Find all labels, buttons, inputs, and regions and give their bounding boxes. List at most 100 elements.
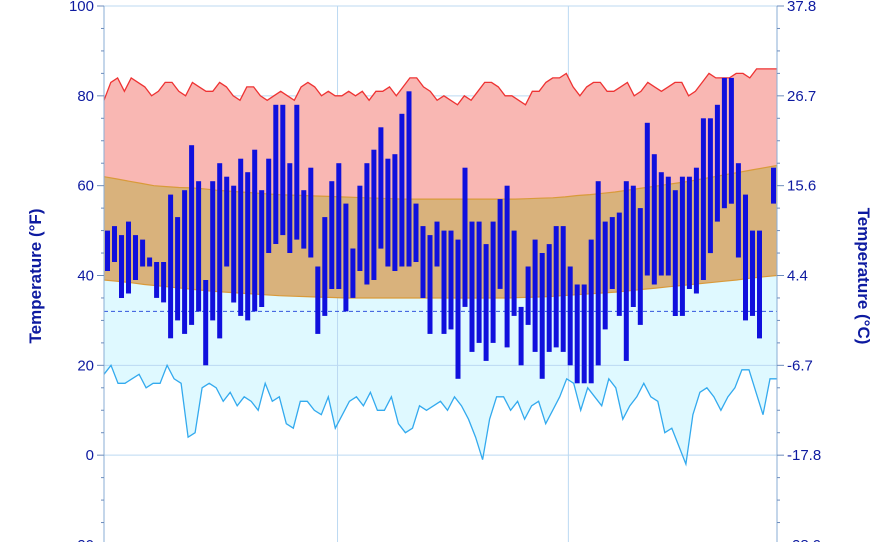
daily-temp-bar bbox=[371, 149, 377, 280]
daily-temp-bar bbox=[546, 244, 552, 352]
daily-temp-bar bbox=[350, 248, 356, 298]
daily-temp-bar bbox=[105, 230, 110, 271]
daily-temp-bar bbox=[504, 185, 510, 348]
daily-temp-bar bbox=[224, 176, 230, 267]
daily-temp-bar bbox=[385, 158, 391, 267]
daily-temp-bar bbox=[434, 221, 440, 267]
daily-temp-bar bbox=[147, 257, 153, 267]
daily-temp-bar bbox=[553, 226, 559, 348]
daily-temp-bar bbox=[560, 226, 566, 352]
daily-temp-bar bbox=[364, 163, 370, 285]
daily-temp-bar bbox=[392, 154, 398, 271]
daily-temp-bar bbox=[462, 167, 468, 307]
daily-temp-bar bbox=[308, 167, 314, 258]
axes: 100 80 60 40 20 0 -20 37.8 26.7 15.6 4.4 -6.7 -17.8 -… bbox=[69, 0, 821, 542]
daily-temp-bar bbox=[119, 235, 124, 298]
daily-temp-bar bbox=[497, 199, 503, 289]
daily-temp-bar bbox=[483, 244, 489, 361]
daily-temp-bar bbox=[455, 239, 461, 379]
daily-temp-bar bbox=[217, 163, 223, 339]
daily-temp-bar bbox=[427, 235, 433, 334]
daily-temp-bar bbox=[757, 230, 762, 339]
daily-temp-bar bbox=[252, 149, 258, 312]
daily-temperature-bars bbox=[105, 77, 776, 384]
y-tick-label-right: 4.4 bbox=[787, 268, 808, 285]
daily-temp-bar bbox=[322, 217, 328, 316]
daily-temp-bar bbox=[658, 172, 664, 276]
daily-temp-bar bbox=[623, 181, 629, 361]
y-tick-label-left: 100 bbox=[69, 0, 94, 15]
daily-temp-bar bbox=[651, 154, 657, 285]
normal-high-line bbox=[103, 164, 778, 200]
daily-temp-bar bbox=[280, 104, 286, 236]
record-low-area bbox=[104, 275, 777, 465]
daily-temp-bar bbox=[301, 190, 307, 249]
y-tick-label-right: 37.8 bbox=[787, 0, 816, 15]
daily-temp-bar bbox=[343, 203, 349, 312]
daily-temp-bar bbox=[476, 221, 482, 343]
daily-temp-bar bbox=[511, 230, 517, 316]
record-high-area bbox=[104, 68, 777, 200]
daily-temp-bar bbox=[448, 230, 454, 330]
daily-temp-bar bbox=[539, 253, 545, 379]
daily-temp-bar bbox=[693, 167, 699, 294]
daily-temp-bar bbox=[672, 190, 678, 316]
daily-temp-bar bbox=[644, 122, 650, 276]
daily-temp-bar bbox=[588, 239, 594, 384]
daily-temp-bar bbox=[735, 163, 741, 258]
normal-low-line bbox=[103, 274, 778, 299]
y-tick-label-right: 26.7 bbox=[787, 88, 816, 105]
daily-temp-bar bbox=[336, 163, 342, 289]
y-tick-label-left: 0 bbox=[86, 447, 94, 464]
daily-temp-bar bbox=[399, 113, 405, 267]
y-tick-label-left: -20 bbox=[72, 537, 94, 542]
daily-temp-bar bbox=[616, 212, 622, 316]
y-axis-title-right: Temperature (°C) bbox=[854, 208, 873, 345]
daily-temp-bar bbox=[203, 280, 209, 366]
daily-temp-bar bbox=[413, 203, 419, 262]
y-tick-label-right: 15.6 bbox=[787, 178, 816, 195]
normal-range-band bbox=[104, 165, 777, 298]
daily-temp-bar bbox=[182, 190, 188, 334]
daily-temp-bar bbox=[315, 266, 321, 334]
daily-temp-bar bbox=[231, 185, 237, 303]
daily-temp-bar bbox=[721, 77, 727, 209]
daily-temp-bar bbox=[112, 226, 117, 262]
daily-temp-bar bbox=[750, 230, 755, 316]
daily-temp-bar bbox=[637, 208, 643, 325]
daily-temp-bar bbox=[728, 77, 734, 204]
daily-temp-bar bbox=[595, 181, 601, 366]
y-tick-label-left: 20 bbox=[77, 357, 94, 374]
daily-temp-bar bbox=[140, 239, 146, 267]
daily-temp-bar bbox=[686, 176, 692, 289]
daily-temp-bar bbox=[175, 217, 181, 321]
daily-temp-bar bbox=[329, 181, 335, 289]
daily-temp-bar bbox=[154, 262, 160, 298]
daily-temp-bar bbox=[469, 221, 475, 352]
daily-temp-bar bbox=[133, 235, 138, 280]
daily-temp-bar bbox=[273, 104, 279, 244]
daily-temp-bar bbox=[161, 262, 167, 303]
daily-temp-bar bbox=[665, 176, 671, 276]
daily-temp-bar bbox=[245, 172, 251, 321]
daily-temp-bar bbox=[406, 91, 412, 267]
daily-temp-bar bbox=[525, 266, 531, 325]
y-axis-title-left: Temperature (°F) bbox=[26, 209, 45, 344]
y-tick-label-left: 80 bbox=[77, 88, 94, 105]
daily-temp-bar bbox=[126, 221, 131, 294]
daily-temp-bar bbox=[238, 158, 244, 316]
y-tick-label-left: 40 bbox=[77, 268, 94, 285]
daily-temp-bar bbox=[210, 181, 216, 321]
daily-temp-bar bbox=[630, 185, 636, 307]
daily-temp-bar bbox=[714, 104, 720, 222]
daily-temp-bar bbox=[581, 284, 587, 384]
y-tick-label-right: -28.9 bbox=[787, 537, 821, 542]
y-tick-label-right: -6.7 bbox=[787, 357, 813, 374]
daily-temp-bar bbox=[168, 194, 174, 339]
daily-temp-bar bbox=[357, 185, 363, 271]
daily-temp-bar bbox=[294, 104, 300, 240]
temperature-bands bbox=[103, 68, 778, 467]
daily-temp-bar bbox=[707, 118, 713, 254]
y-tick-label-right: -17.8 bbox=[787, 447, 821, 464]
